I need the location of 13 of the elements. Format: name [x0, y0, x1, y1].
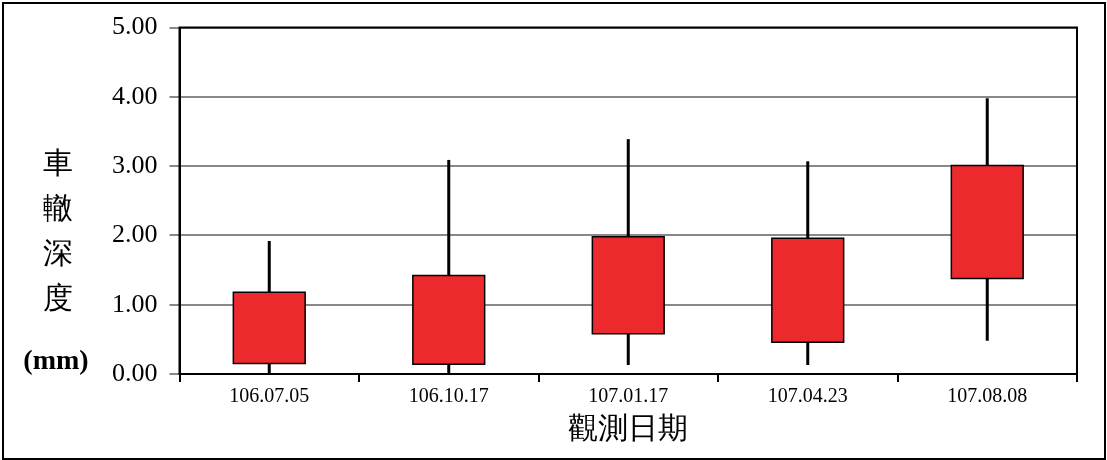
y-tick-label: 0.00: [112, 357, 158, 387]
x-axis-title: 觀測日期: [568, 410, 689, 444]
x-tick-label: 106.07.05: [229, 384, 310, 407]
x-tick-label: 107.04.23: [767, 384, 848, 407]
x-tick-label: 106.10.17: [408, 384, 489, 407]
x-tick-label: 107.01.17: [588, 384, 669, 407]
y-axis-title: 車轍深度(mm): [23, 145, 89, 376]
y-tick-label: 1.00: [112, 288, 158, 318]
x-tick-label: 107.08.08: [947, 384, 1028, 407]
y-tick-label: 5.00: [112, 11, 158, 41]
y-tick-label: 3.00: [112, 149, 158, 179]
y-tick-label: 4.00: [112, 80, 158, 110]
y-tick-label: 2.00: [112, 219, 158, 249]
